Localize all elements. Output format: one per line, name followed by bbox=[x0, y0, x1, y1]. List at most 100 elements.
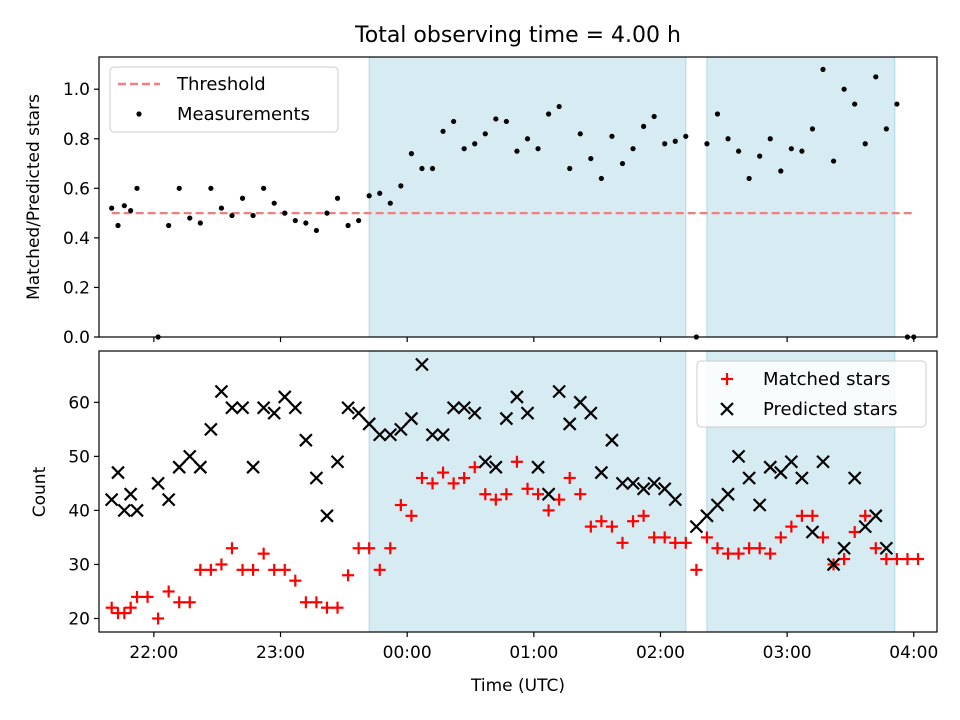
predicted-star-point bbox=[816, 455, 830, 469]
measurement-point bbox=[408, 151, 415, 157]
matched-star-point bbox=[890, 553, 903, 566]
matched-star-point bbox=[500, 488, 513, 501]
measurement-point bbox=[619, 160, 626, 167]
predicted-star-point bbox=[605, 433, 619, 447]
measurement-point bbox=[757, 153, 763, 159]
bottom-y-ticks: 20 30 40 50 60 bbox=[68, 393, 99, 629]
bottom-panel: 20 30 40 50 60 22:00 23:00 00:00 01:00 02:00 03:0… bbox=[30, 350, 938, 696]
top-legend: Threshold Measurements bbox=[109, 66, 339, 133]
matched-star-point bbox=[130, 590, 143, 603]
top-x-ticks bbox=[153, 337, 915, 342]
measurement-point bbox=[503, 118, 509, 125]
predicted-star-point bbox=[763, 460, 778, 474]
matched-star-point bbox=[204, 563, 217, 576]
count-points bbox=[104, 357, 925, 625]
matched-star-point bbox=[774, 531, 787, 544]
matched-star-point bbox=[426, 477, 439, 490]
matched-star-point bbox=[743, 542, 756, 555]
measurement-point bbox=[366, 193, 372, 199]
measurement-point bbox=[746, 175, 752, 182]
matched-star-point bbox=[342, 569, 355, 582]
top-axes-frame bbox=[98, 56, 938, 338]
matched-star-point bbox=[173, 596, 186, 609]
measurement-point bbox=[419, 165, 425, 172]
matched-star-point bbox=[785, 520, 798, 533]
predicted-legend-swatch bbox=[720, 402, 734, 416]
predicted-star-point bbox=[182, 449, 197, 464]
predicted-star-point bbox=[837, 541, 851, 556]
measurement-point bbox=[334, 195, 341, 201]
predicted-star-point bbox=[826, 557, 841, 572]
measurement-point bbox=[662, 141, 668, 147]
y-tick-label: 0.2 bbox=[63, 278, 90, 298]
measurement-point bbox=[524, 136, 531, 142]
y-tick-label: 50 bbox=[68, 447, 90, 467]
measurement-point bbox=[651, 113, 657, 120]
matched-star-point bbox=[105, 601, 118, 614]
measurement-point bbox=[735, 148, 742, 154]
predicted-star-point bbox=[117, 503, 132, 518]
matched-star-point bbox=[225, 542, 238, 555]
measurement-point bbox=[187, 215, 193, 221]
predicted-star-point bbox=[256, 400, 271, 415]
top-legend-box bbox=[109, 66, 339, 133]
predicted-star-point bbox=[457, 400, 471, 415]
matched-star-point bbox=[806, 509, 819, 522]
measurement-point bbox=[115, 222, 121, 229]
y-tick-label: 40 bbox=[68, 501, 90, 521]
matched-star-point bbox=[795, 509, 808, 522]
matched-legend-swatch bbox=[721, 373, 733, 385]
predicted-star-point bbox=[731, 449, 746, 464]
matched-star-point bbox=[162, 585, 175, 598]
measurement-point bbox=[313, 227, 320, 234]
x-axis-label: Time (UTC) bbox=[470, 676, 565, 696]
y-tick-label: 0.6 bbox=[63, 179, 90, 199]
measurement-point bbox=[567, 165, 573, 172]
y-tick-label: 30 bbox=[68, 555, 90, 575]
predicted-star-point bbox=[104, 492, 119, 507]
predicted-star-point bbox=[499, 411, 514, 426]
y-tick-label: 60 bbox=[68, 393, 90, 413]
measurement-point bbox=[134, 185, 140, 191]
y-tick-label: 1.0 bbox=[63, 80, 90, 100]
bottom-axes-frame bbox=[98, 350, 938, 633]
measurement-point bbox=[704, 141, 710, 147]
top-y-ticks: 0.0 0.2 0.4 0.6 0.8 1.0 bbox=[63, 80, 99, 348]
measurement-point bbox=[841, 86, 847, 92]
predicted-star-point bbox=[330, 455, 345, 469]
matched-star-point bbox=[489, 493, 502, 506]
matched-star-point bbox=[320, 601, 333, 614]
predicted-star-point bbox=[784, 455, 799, 469]
matched-star-point bbox=[521, 482, 534, 495]
x-tick-label: 01:00 bbox=[509, 643, 558, 663]
matched-star-point bbox=[563, 471, 576, 484]
matched-star-point bbox=[648, 531, 661, 544]
measurement-point bbox=[788, 146, 794, 152]
matched-star-point bbox=[447, 477, 460, 490]
matched-star-point bbox=[415, 471, 428, 484]
measurement-point bbox=[556, 103, 562, 110]
measurement-point bbox=[472, 141, 478, 147]
measurement-point bbox=[324, 210, 330, 216]
bottom-x-ticks: 22:00 23:00 00:00 01:00 02:00 03:00 04:00 bbox=[129, 632, 938, 663]
measurement-point bbox=[873, 74, 879, 80]
predicted-star-point bbox=[277, 390, 292, 404]
predicted-star-point bbox=[700, 509, 714, 523]
predicted-star-point bbox=[710, 498, 725, 512]
predicted-star-point bbox=[584, 406, 598, 420]
predicted-star-point bbox=[383, 427, 398, 442]
predicted-star-point bbox=[123, 487, 138, 501]
predicted-star-point bbox=[668, 492, 683, 507]
predicted-star-point bbox=[151, 476, 165, 491]
matched-star-point bbox=[289, 574, 302, 587]
measurement-point bbox=[809, 126, 816, 132]
predicted-star-point bbox=[626, 476, 640, 491]
predicted-star-point bbox=[446, 400, 461, 415]
predicted-star-point bbox=[805, 525, 820, 539]
measurement-point bbox=[588, 155, 594, 162]
matched-star-point bbox=[194, 563, 207, 576]
measurement-point bbox=[830, 158, 837, 164]
predicted-star-point bbox=[111, 465, 125, 480]
predicted-star-point bbox=[130, 503, 144, 518]
